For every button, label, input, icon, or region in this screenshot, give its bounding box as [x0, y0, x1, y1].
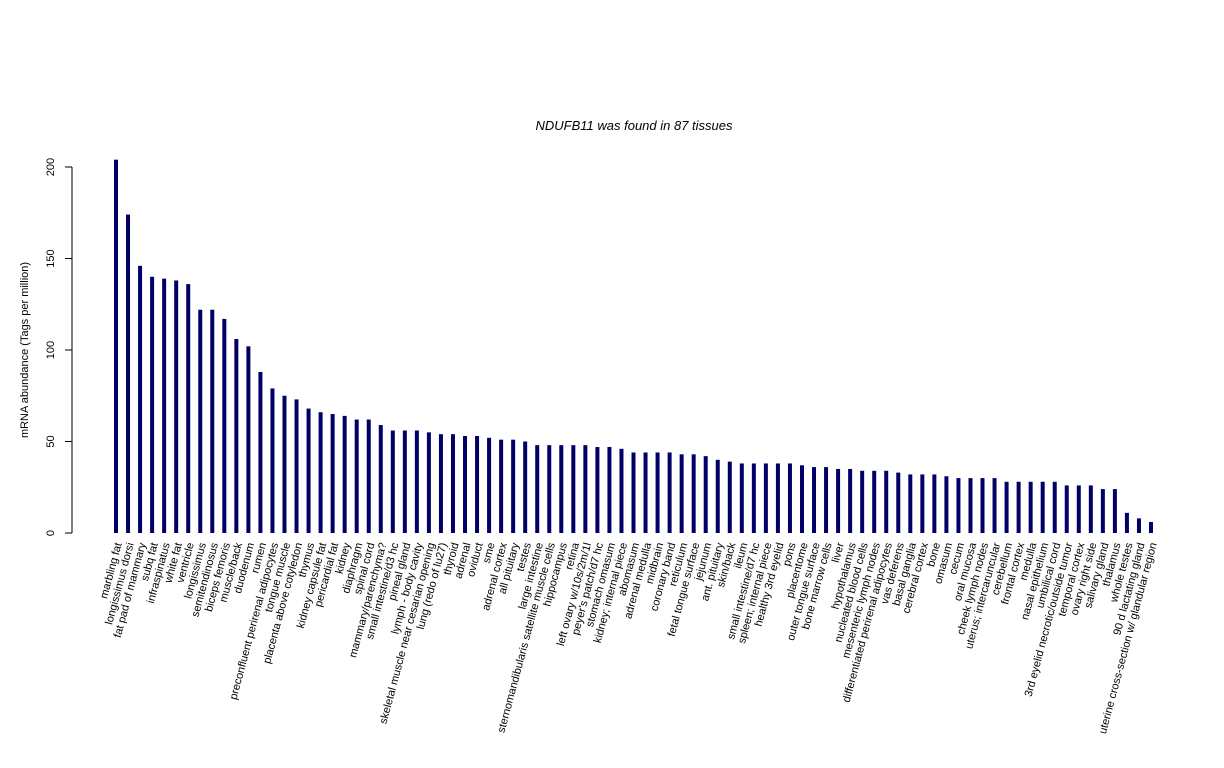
bar — [715, 459, 720, 533]
bar — [1064, 485, 1069, 533]
bar — [559, 445, 564, 533]
bar — [306, 408, 311, 533]
bar — [390, 430, 395, 533]
bar — [174, 280, 179, 533]
bar — [1052, 481, 1057, 533]
bar — [1088, 485, 1093, 533]
bar — [270, 388, 275, 533]
bar — [1076, 485, 1081, 533]
bar — [980, 478, 985, 533]
bar — [222, 318, 227, 533]
bar — [607, 446, 612, 533]
bar — [956, 478, 961, 533]
bar — [450, 434, 455, 533]
bar — [234, 339, 239, 533]
bar — [643, 452, 648, 533]
bar — [463, 436, 468, 533]
bar — [884, 470, 889, 533]
bar — [1040, 481, 1045, 533]
bar — [896, 472, 901, 533]
bar — [824, 467, 829, 533]
bar — [126, 214, 131, 533]
bar — [114, 159, 118, 533]
y-tick-label: 150 — [45, 249, 57, 267]
bar — [1004, 481, 1009, 533]
bar — [210, 309, 215, 533]
bar — [258, 371, 263, 533]
bar — [908, 474, 913, 533]
bar — [860, 470, 865, 533]
bar — [511, 439, 516, 533]
bar — [342, 415, 347, 533]
bar — [402, 430, 407, 533]
bar — [282, 395, 287, 533]
bar — [691, 454, 696, 533]
bar — [968, 478, 973, 533]
bar — [595, 446, 600, 533]
bar — [1136, 518, 1141, 533]
y-tick-label: 100 — [45, 341, 57, 359]
bar — [836, 468, 841, 533]
bar — [583, 445, 588, 533]
y-tick-label: 50 — [45, 435, 57, 447]
x-tick-label: liver — [830, 541, 847, 564]
bar — [751, 463, 756, 533]
bar — [354, 419, 359, 533]
bar — [1100, 489, 1105, 533]
bar — [438, 434, 443, 533]
y-tick-label: 200 — [45, 158, 57, 176]
bar — [920, 474, 925, 533]
bar — [944, 476, 949, 533]
bar — [703, 456, 708, 533]
bar — [812, 467, 817, 533]
bar — [571, 445, 576, 533]
y-tick-label: 0 — [45, 530, 57, 536]
bar — [294, 399, 299, 533]
bar — [426, 432, 431, 533]
bar — [631, 452, 636, 533]
bar — [475, 436, 480, 533]
bar — [1124, 512, 1129, 533]
bar — [487, 437, 492, 533]
bar — [499, 439, 504, 533]
chart-title: NDUFB11 was found in 87 tissues — [535, 118, 733, 133]
bar — [775, 463, 780, 533]
bar — [1149, 522, 1153, 533]
x-tick-label: sme — [481, 541, 498, 564]
bar — [138, 265, 143, 533]
bar — [932, 474, 937, 533]
bar — [246, 346, 251, 533]
bar — [378, 425, 383, 533]
bar — [619, 448, 624, 533]
bar — [547, 445, 552, 533]
bar — [667, 452, 672, 533]
bar — [763, 463, 768, 533]
bar — [366, 419, 371, 533]
bar — [162, 278, 167, 533]
bar — [318, 412, 323, 533]
bar — [727, 461, 732, 533]
bar — [150, 276, 155, 533]
y-axis-label: mRNA abundance (Tags per million) — [19, 262, 31, 438]
bar — [739, 463, 744, 533]
bar — [679, 454, 684, 533]
bar — [186, 284, 191, 533]
bar — [535, 445, 540, 533]
bar — [1028, 481, 1033, 533]
bar — [872, 470, 877, 533]
bar — [198, 309, 203, 533]
bar — [1112, 489, 1117, 533]
bar — [799, 465, 804, 533]
bar — [1016, 481, 1021, 533]
bar — [330, 414, 335, 533]
bar — [787, 463, 792, 533]
bar — [992, 478, 997, 533]
bar — [523, 441, 528, 533]
bar — [655, 452, 660, 533]
bar — [848, 468, 853, 533]
bar — [414, 430, 419, 533]
